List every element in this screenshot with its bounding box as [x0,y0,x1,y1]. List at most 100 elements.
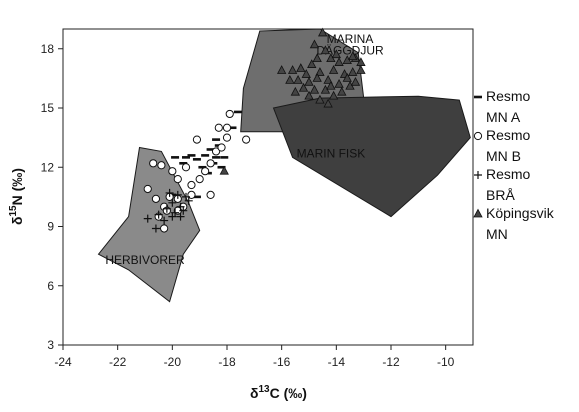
point-resmo-br-13 [151,224,160,233]
legend-label-resmo-mn-a-line2: MN A [486,109,521,125]
point-resmo-mn-a-2 [192,158,201,161]
point-resmo-mn-b-22 [206,190,215,199]
point-k-pingsvik-mn-30 [304,90,314,100]
x-tick-label--16: -16 [273,355,291,369]
point-k-pingsvik-mn-12 [301,69,311,78]
x-tick-label--12: -12 [382,355,400,369]
legend-label-k-pingsvik-mn-line1: Köpingsvik [486,205,555,221]
point-resmo-br-2 [168,198,177,207]
region-marin-fisk [272,95,471,218]
point-k-pingsvik-mn-0 [317,27,328,37]
y-tick-label-6: 6 [47,279,54,293]
point-resmo-mn-b-24 [160,224,169,233]
point-k-pingsvik-mn-24 [350,76,361,86]
point-k-pingsvik-mn-13 [315,67,325,76]
y-axis-title-rest: N (‰) [9,168,25,205]
point-resmo-br-1 [173,190,182,199]
point-k-pingsvik-mn-36 [309,39,320,49]
point-resmo-mn-b-15 [225,109,234,119]
point-resmo-br-5 [162,204,171,213]
point-resmo-mn-b-1 [143,184,152,194]
x-axis-title-sup: 13 [259,384,271,395]
point-resmo-mn-b-25 [168,167,177,176]
point-k-pingsvik-mn-31 [315,94,325,104]
point-k-pingsvik-mn-10 [287,65,298,74]
point-k-pingsvik-mn-4 [334,57,344,66]
point-k-pingsvik-mn-33 [290,86,301,96]
y-tick-label-12: 12 [41,160,55,174]
point-k-pingsvik-mn-19 [304,76,314,86]
x-axis-title-rest: C (‰) [270,385,307,401]
point-resmo-br-8 [160,216,169,225]
data-points [143,27,366,233]
point-resmo-br-7 [143,214,152,223]
plot-area-frame [62,28,474,346]
point-k-pingsvik-mn-22 [334,78,344,88]
y-axis-title-sup: 15 [8,205,19,217]
point-k-pingsvik-mn-20 [312,73,322,82]
point-k-pingsvik-mn-26 [309,84,320,94]
point-k-pingsvik-mn-32 [323,98,333,108]
point-k-pingsvik-mn-18 [293,74,303,84]
point-k-pingsvik-mn-37 [326,80,336,90]
point-resmo-mn-a-8 [198,165,207,169]
legend-label-k-pingsvik-mn-line2: MN [486,226,508,242]
point-resmo-mn-a-11 [233,110,242,114]
legend-marker-k-pingsvik-mn [473,208,483,218]
point-resmo-mn-b-13 [217,143,226,152]
point-k-pingsvik-mn-34 [331,49,342,59]
region-label-herbivorer: HERBIVORER [105,253,185,267]
point-resmo-mn-a-5 [212,156,221,159]
point-resmo-mn-a-1 [182,156,190,159]
x-axis-title: δ13C (‰) [250,384,307,401]
y-tick-label-15: 15 [41,101,55,115]
legend-marker-resmo-mn-b [473,131,483,141]
point-resmo-br-12 [168,212,177,221]
region-label-marina: MARINA [327,32,374,46]
point-k-pingsvik-mn-38 [285,74,295,84]
point-resmo-br-6 [154,210,163,219]
legend-label-resmo-br-line2: BRÅ [486,187,515,203]
legend-marker-resmo-mn-a [474,95,482,99]
y-tick-label-3: 3 [47,338,54,352]
point-resmo-mn-b-10 [201,167,210,176]
y-axis-ticks: 3 6 9 12 15 18 [41,42,63,352]
point-k-pingsvik-mn-16 [348,67,358,76]
point-k-pingsvik-mn-29 [337,86,347,96]
x-axis-ticks: -24 -22 -20 -18 -16 -14 -12 -10 [54,345,455,369]
point-resmo-br-9 [179,206,188,215]
point-k-pingsvik-mn-40 [219,165,229,175]
x-tick-label--14: -14 [328,355,346,369]
point-resmo-mn-a-9 [220,156,229,159]
point-k-pingsvik-mn-21 [323,74,333,84]
point-resmo-mn-b-27 [242,135,251,144]
point-resmo-mn-b-12 [211,147,221,156]
x-tick-label--20: -20 [164,355,182,369]
point-resmo-mn-b-26 [222,133,232,142]
y-tick-label-18: 18 [41,42,55,56]
point-k-pingsvik-mn-2 [312,53,322,63]
x-tick-label--10: -10 [437,355,455,369]
legend-label-resmo-mn-a-line1: Resmo [486,88,531,104]
point-resmo-mn-b-2 [151,194,161,203]
point-k-pingsvik-mn-17 [356,65,366,74]
point-resmo-br-14 [184,196,193,205]
y-axis-title-delta: δ [9,217,25,226]
legend-marker-resmo-br [474,171,482,179]
point-resmo-mn-a-3 [201,154,210,157]
point-resmo-mn-b-11 [206,159,215,168]
point-resmo-mn-a-18 [212,138,221,141]
legend-label-resmo-br-line1: Resmo [486,166,531,182]
point-resmo-mn-a-0 [171,156,180,159]
point-resmo-mn-b-9 [195,175,204,184]
x-tick-label--22: -22 [109,355,127,369]
point-k-pingsvik-mn-9 [296,63,306,72]
legend-label-resmo-mn-b-line2: MN B [486,148,521,164]
point-k-pingsvik-mn-35 [348,51,358,61]
region-label-d-ggdjur: DÄGGDJUR [316,44,384,58]
point-resmo-mn-a-6 [217,165,226,169]
x-tick-label--24: -24 [54,355,72,369]
point-resmo-br-11 [176,212,185,221]
